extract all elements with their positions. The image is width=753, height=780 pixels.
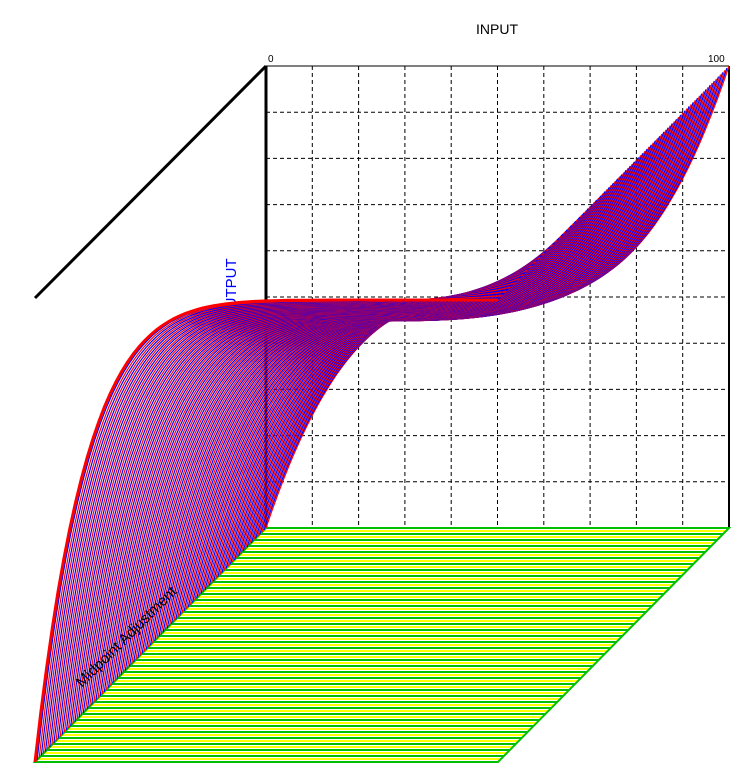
left-axis-diagonal <box>33 64 268 300</box>
input-axis-label: INPUT <box>476 21 518 37</box>
x-tick-100: 100 <box>708 54 725 65</box>
x-tick-0: 0 <box>268 54 274 65</box>
floor-border <box>32 527 732 763</box>
surface-curve <box>33 298 498 763</box>
floor-plane <box>32 527 732 763</box>
surface-mesh <box>33 65 730 763</box>
surface-curve <box>210 121 675 584</box>
